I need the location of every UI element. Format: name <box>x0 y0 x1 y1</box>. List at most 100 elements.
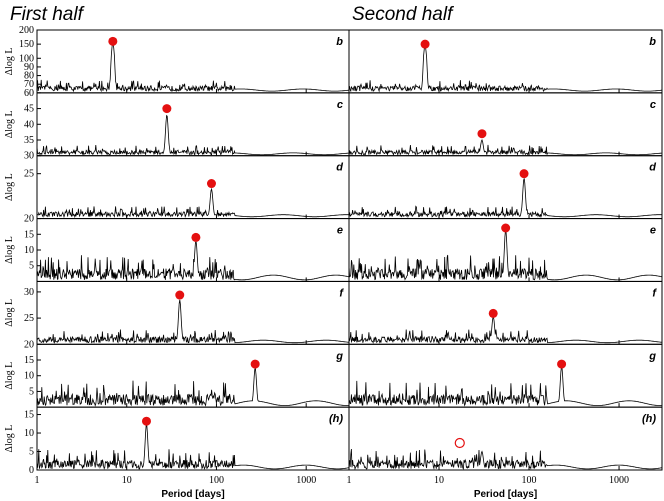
periodogram-line <box>348 366 663 407</box>
x-tick-label: 100 <box>522 475 537 486</box>
detection-marker <box>519 169 529 179</box>
panel-second-row-0: b <box>348 29 663 94</box>
periodogram-line <box>348 45 662 93</box>
row-label: (h) <box>329 413 343 425</box>
y-tick-label: 30 <box>24 151 34 162</box>
periodogram-line <box>36 42 349 93</box>
y-tick-label: 45 <box>24 104 34 115</box>
panel-title-first-half: First half <box>10 4 85 25</box>
y-tick-label: 25 <box>24 313 34 324</box>
x-tick-label: 1 <box>35 475 40 486</box>
y-tick-label: 150 <box>19 39 34 50</box>
x-axis-label: Period [days] <box>161 489 224 500</box>
detection-marker <box>141 416 151 426</box>
periodogram-line <box>36 424 350 470</box>
detection-marker <box>108 36 118 46</box>
row-label: d <box>649 162 656 174</box>
panel-frame <box>348 406 663 471</box>
panel-first-row-5: 5 10 15 Δlog L g <box>4 343 350 408</box>
y-tick-label: 90 <box>24 62 34 73</box>
panel-title-second-half: Second half <box>352 4 454 25</box>
detection-marker <box>175 290 185 300</box>
detection-marker <box>250 359 260 369</box>
x-tick-label: 1 <box>347 475 352 486</box>
y-tick-label: 0 <box>29 465 34 476</box>
y-tick-label: 10 <box>24 428 34 439</box>
panel-frame <box>348 92 663 157</box>
y-axis-label: Δlog L <box>4 362 15 390</box>
y-tick-label: 60 <box>24 88 34 99</box>
y-tick-label: 15 <box>24 410 34 421</box>
periodogram-line <box>348 139 662 157</box>
row-label: e <box>337 225 343 237</box>
y-tick-label: 40 <box>24 119 34 130</box>
panel-frame <box>36 92 350 157</box>
row-label: c <box>337 99 343 111</box>
panel-first-row-3: 5 10 15 Δlog L e <box>4 218 350 282</box>
row-label: f <box>652 287 657 299</box>
panel-frame <box>36 29 350 94</box>
y-axis-label: Δlog L <box>4 48 15 76</box>
row-label: (h) <box>642 413 656 425</box>
y-tick-label: 30 <box>24 287 34 298</box>
y-tick-label: 20 <box>24 339 34 350</box>
x-axis-label: Period [days] <box>474 489 537 500</box>
panel-frame <box>348 29 663 94</box>
y-tick-label: 15 <box>24 229 34 240</box>
x-tick-label: 10 <box>434 475 444 486</box>
detection-marker <box>162 104 172 114</box>
panel-first-row-2: 20 25 Δlog L d <box>4 155 350 225</box>
detection-marker <box>191 232 201 242</box>
panel-frame <box>348 155 663 220</box>
periodogram-line <box>36 240 350 281</box>
row-label: d <box>336 162 343 174</box>
detection-marker <box>557 359 567 369</box>
row-label: f <box>339 287 344 299</box>
panel-first-row-4: 20 25 30 Δlog L f <box>4 280 350 350</box>
y-tick-label: 5 <box>29 447 34 458</box>
periodogram-line <box>348 316 663 344</box>
periodogram-line <box>36 187 350 219</box>
x-tick-label: 1000 <box>296 475 316 486</box>
y-axis-label: Δlog L <box>4 299 15 327</box>
y-tick-label: 10 <box>24 245 34 256</box>
periodogram-line <box>348 178 663 219</box>
row-label: c <box>650 99 656 111</box>
y-tick-label: 15 <box>24 355 34 366</box>
y-tick-label: 5 <box>29 261 34 272</box>
detection-marker <box>501 223 511 233</box>
row-label: b <box>649 36 656 48</box>
panel-second-row-2: d <box>348 155 663 220</box>
x-tick-label: 10 <box>122 475 132 486</box>
periodogram-line <box>36 299 350 344</box>
y-tick-label: 80 <box>24 71 34 82</box>
panel-frame <box>36 406 350 471</box>
periodogram-line <box>348 229 663 281</box>
panel-second-row-1: c <box>348 92 663 157</box>
detection-marker <box>488 308 498 318</box>
panel-second-row-4: f <box>348 280 663 345</box>
panel-frame <box>36 155 350 220</box>
y-tick-label: 200 <box>19 25 34 36</box>
detection-marker <box>477 129 487 139</box>
y-tick-label: 70 <box>24 79 34 90</box>
panel-frame <box>36 280 350 345</box>
panel-second-row-5: g <box>348 343 663 408</box>
y-tick-label: 35 <box>24 135 34 146</box>
detection-marker <box>420 39 430 49</box>
y-tick-label: 20 <box>24 214 34 225</box>
y-axis-label: Δlog L <box>4 110 15 138</box>
y-tick-label: 100 <box>19 53 34 64</box>
candidate-marker-open <box>454 437 465 449</box>
detection-marker <box>206 179 216 189</box>
x-axis: 1 10 100 1000 Period [days] 1 10 100 1000 Period … <box>35 475 630 500</box>
row-label: g <box>648 350 656 362</box>
panel-second-row-3: e <box>348 218 663 282</box>
panel-first-row-6: 0 5 10 15 Δlog L (h) <box>4 406 350 476</box>
row-label: e <box>650 225 656 237</box>
x-tick-label: 100 <box>209 475 224 486</box>
y-axis-label: Δlog L <box>4 425 15 453</box>
